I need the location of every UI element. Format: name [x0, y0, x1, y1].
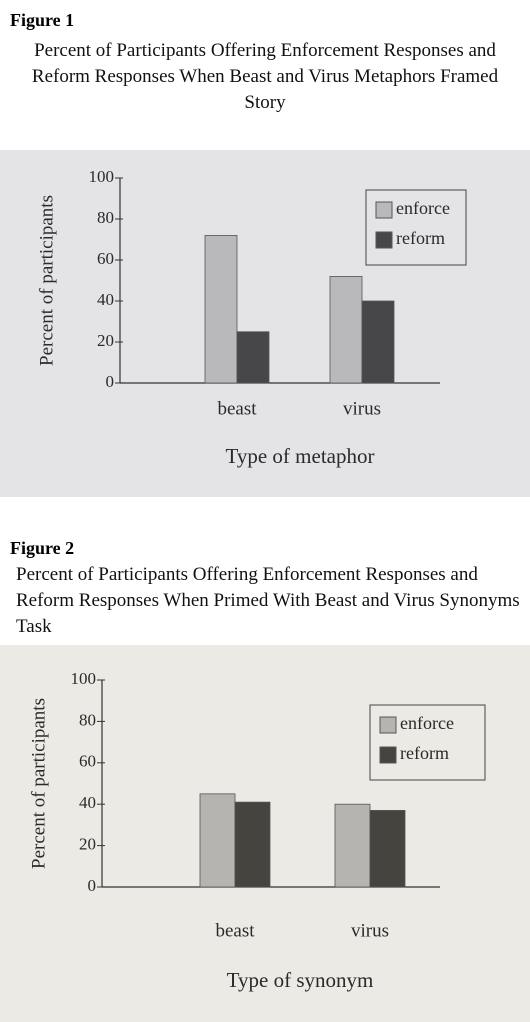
y-tick-label: 40: [97, 290, 114, 309]
y-tick-label: 100: [71, 669, 97, 688]
legend-box: [369, 704, 486, 781]
x-tick-label: virus: [343, 398, 381, 419]
chart-title: Percent of Participants Offering Enforce…: [31, 40, 499, 113]
bar: [234, 801, 271, 888]
bar: [334, 803, 371, 888]
bar: [204, 234, 238, 384]
x-tick-label: beast: [217, 398, 257, 419]
legend-swatch: [379, 746, 397, 764]
y-tick-label: 0: [88, 876, 97, 895]
y-tick-label: 80: [79, 710, 96, 729]
bar: [236, 331, 270, 384]
bar: [361, 300, 395, 384]
bar: [199, 793, 236, 888]
legend-label: enforce: [396, 198, 450, 218]
x-tick-label: beast: [215, 920, 255, 941]
y-tick-label: 60: [79, 752, 96, 771]
bar: [329, 275, 363, 384]
legend-box: [365, 189, 467, 266]
y-tick-label: 20: [79, 835, 96, 854]
legend-label: reform: [400, 743, 449, 763]
figure-label: Figure 1: [10, 10, 75, 30]
legend-swatch: [379, 716, 397, 734]
legend-label: enforce: [400, 713, 454, 733]
x-tick-label: virus: [351, 920, 389, 941]
legend-swatch: [375, 201, 393, 219]
bar: [369, 810, 406, 888]
figure-label: Figure 2: [10, 538, 75, 558]
y-tick-label: 40: [79, 793, 96, 812]
x-axis-label: Type of metaphor: [226, 444, 375, 468]
y-tick-label: 60: [97, 249, 114, 268]
x-axis-label: Type of synonym: [227, 968, 374, 992]
y-tick-label: 80: [97, 208, 114, 227]
y-tick-label: 20: [97, 331, 114, 350]
y-axis-label: Percent of participants: [36, 195, 57, 366]
y-tick-label: 0: [106, 372, 115, 391]
y-axis-label: Percent of participants: [28, 698, 49, 869]
legend-label: reform: [396, 228, 445, 248]
y-tick-label: 100: [89, 167, 115, 186]
photo-background: [0, 150, 530, 497]
chart-title: Percent of Participants Offering Enforce…: [16, 564, 520, 637]
legend-swatch: [375, 231, 393, 249]
